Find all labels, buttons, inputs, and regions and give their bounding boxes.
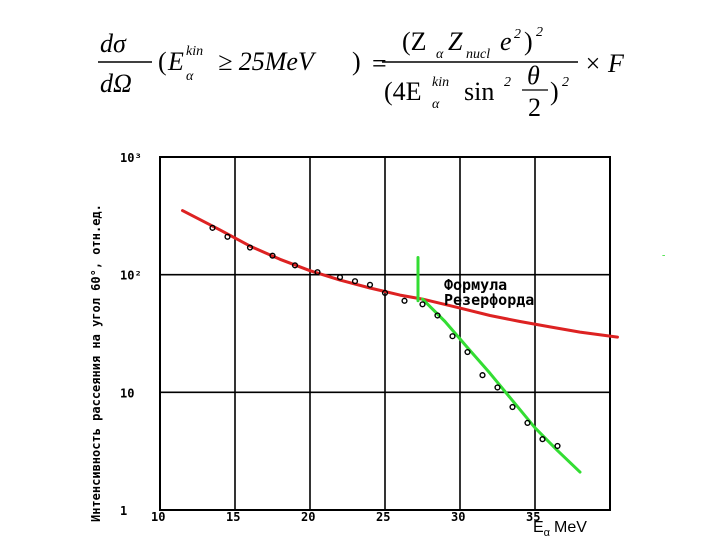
data-point	[524, 419, 531, 426]
data-point	[449, 333, 456, 340]
data-point	[351, 278, 359, 285]
rhs-den-close: )	[550, 77, 559, 106]
rhs-num-e: e	[500, 27, 512, 56]
data-point	[209, 224, 216, 231]
y-tick-label: 1	[120, 504, 127, 518]
data-point	[336, 274, 344, 281]
svg-text:=: =	[372, 49, 387, 78]
annotation-line-1: Формула	[444, 276, 507, 294]
rhs-den-sup: kin	[432, 75, 449, 90]
times-F: × F	[584, 49, 625, 78]
data-point	[539, 436, 546, 443]
rhs-num-nucl: nucl	[466, 47, 490, 62]
y-tick-label: 10³	[120, 151, 142, 165]
x-tick-label: 35	[526, 510, 540, 524]
rhs-den-two: 2	[528, 93, 541, 122]
lhs-denominator: dΩ	[100, 69, 132, 98]
chart-points	[209, 224, 561, 450]
rhs-fraction: (Z α Z nucl e 2 ) 2 (4E kin α sin 2 θ 2 …	[382, 25, 578, 122]
y-tick-label: 10²	[120, 269, 142, 283]
green-line-1	[421, 297, 582, 474]
data-point	[381, 289, 389, 296]
svg-text:(: (	[158, 47, 167, 76]
energy-sub: α	[186, 69, 194, 84]
rhs-den-sub: α	[432, 97, 440, 112]
rhs-num-exp: 2	[514, 27, 521, 42]
lhs-fraction: dσ dΩ	[98, 29, 152, 98]
rhs-num-zsub: α	[436, 47, 444, 62]
chart-grid	[159, 156, 611, 511]
data-point	[366, 281, 374, 288]
y-axis-label: Интенсивность рассеяния на угол 60°, отн…	[89, 204, 103, 522]
x-tick-label: 15	[226, 510, 240, 524]
data-point	[401, 297, 408, 304]
energy-symbol: E	[167, 47, 184, 76]
data-point	[246, 244, 254, 251]
chart-ticks: 10 15 20 25 30 35 10³ 10² 10 1	[120, 151, 540, 524]
data-point	[269, 252, 276, 259]
green-mark: -	[662, 250, 665, 261]
rhs-den-open: (4E	[384, 77, 422, 106]
data-point	[291, 262, 299, 269]
svg-text:): )	[352, 47, 361, 76]
data-point	[314, 269, 321, 276]
rhs-den-outexp: 2	[562, 75, 569, 90]
cross-section-formula: dσ dΩ ( E kin α ≥ 25MeV ) = (Z α Z nucl …	[98, 25, 625, 122]
x-axis-label: Eα MeV	[533, 519, 587, 539]
chart-series	[181, 209, 619, 474]
rutherford-curve	[181, 209, 619, 339]
rhs-num-Z: Z	[448, 27, 463, 56]
data-point	[554, 442, 561, 450]
rhs-den-sin: sin	[464, 77, 494, 106]
rhs-num-open: (Z	[402, 27, 427, 56]
energy-sup: kin	[186, 44, 203, 59]
y-tick-label: 10	[120, 386, 134, 400]
rhs-den-theta: θ	[527, 61, 540, 90]
energy-condition: ≥ 25MeV	[218, 47, 317, 76]
data-point	[434, 312, 441, 319]
x-tick-label: 20	[301, 510, 315, 524]
data-point	[509, 403, 516, 411]
annotation-line-2: Резерфорда	[444, 291, 534, 309]
rhs-num-outexp: 2	[536, 25, 543, 40]
data-point	[494, 384, 501, 391]
x-tick-label: 10	[151, 510, 165, 524]
lhs-numerator: dσ	[100, 29, 127, 58]
x-tick-label: 30	[451, 510, 465, 524]
x-tick-label: 25	[376, 510, 390, 524]
data-point	[464, 348, 471, 356]
data-point	[224, 233, 231, 240]
rhs-den-sin-exp: 2	[504, 75, 511, 90]
data-point	[479, 372, 486, 379]
data-point	[419, 301, 426, 308]
rhs-num-close: )	[524, 27, 533, 56]
